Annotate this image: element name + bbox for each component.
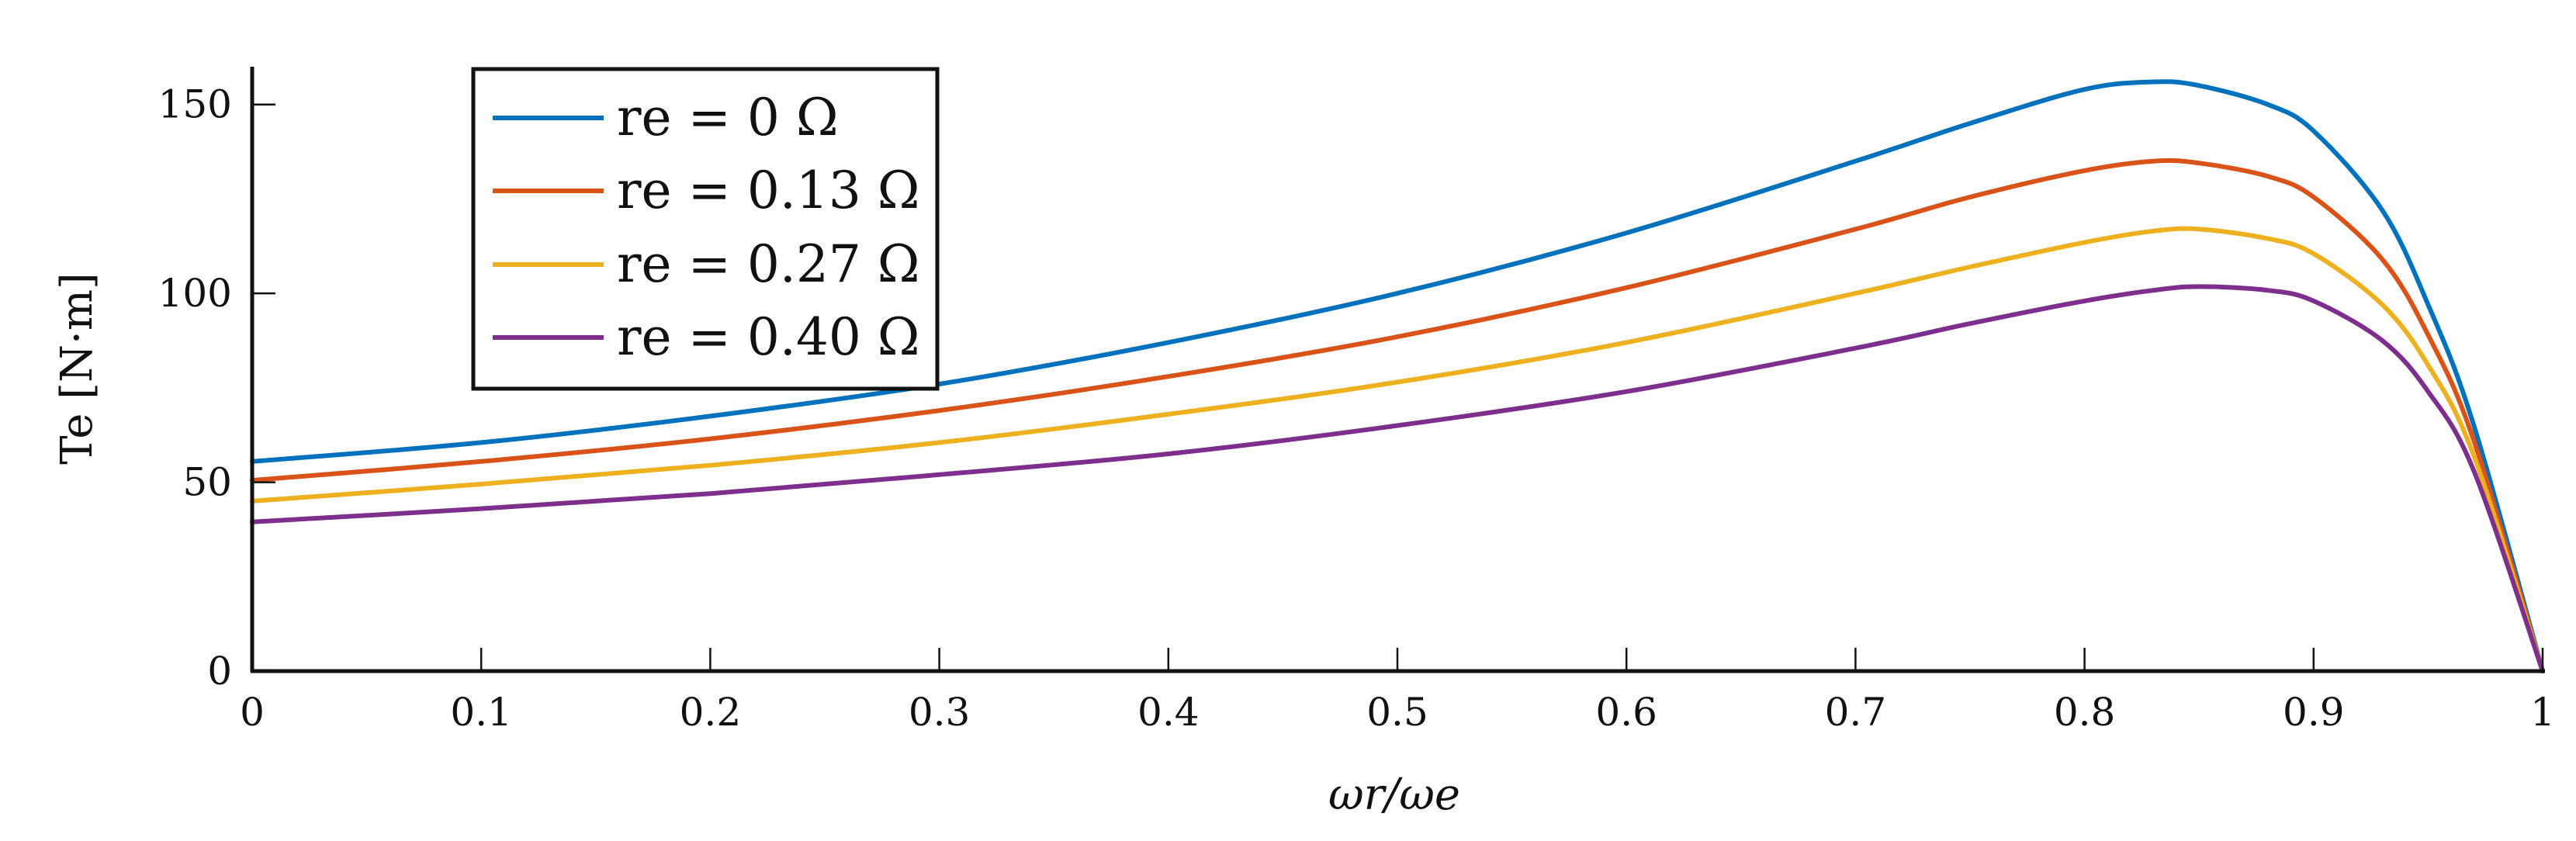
x-tick-label: 0.8 [2054, 690, 2116, 735]
x-tick-label: 0.4 [1137, 690, 1200, 735]
y-tick-label: 50 [182, 460, 232, 505]
x-tick-label: 0.1 [450, 690, 512, 735]
legend-label-3: re = 0.40 Ω [617, 307, 920, 367]
series-line-0 [250, 79, 2545, 673]
y-tick-label: 0 [207, 649, 232, 694]
legend: re = 0 Ω re = 0.13 Ω re = 0.27 Ω re = 0.40 … [471, 67, 940, 391]
y-axis-label: Te [N·m] [52, 272, 102, 465]
x-tick-label: 1 [2530, 690, 2555, 735]
y-tick-label: 150 [158, 82, 232, 127]
ticks: 0 0.1 0.2 0.3 0.4 0.5 0.6 0.7 0.8 0.9 1 0 50 100 150 [158, 82, 2555, 735]
legend-label-0: re = 0 Ω [617, 88, 839, 147]
series-layer [250, 79, 2545, 673]
series-line-2 [250, 226, 2545, 673]
series-line-3 [250, 284, 2545, 673]
x-tick-label: 0.2 [680, 690, 742, 735]
legend-label-1: re = 0.13 Ω [617, 161, 920, 220]
x-tick-label: 0 [240, 690, 265, 735]
y-tick-label: 100 [158, 271, 232, 316]
x-tick-label: 0.7 [1825, 690, 1887, 735]
legend-items: re = 0 Ω re = 0.13 Ω re = 0.27 Ω re = 0.40 … [493, 88, 920, 367]
x-tick-label: 0.9 [2283, 690, 2345, 735]
legend-label-2: re = 0.27 Ω [617, 234, 920, 294]
x-axis-label: ωr/ωe [1328, 770, 1460, 820]
series-line-1 [250, 157, 2545, 673]
x-tick-label: 0.5 [1366, 690, 1428, 735]
x-tick-label: 0.6 [1595, 690, 1657, 735]
x-tick-label: 0.3 [909, 690, 971, 735]
